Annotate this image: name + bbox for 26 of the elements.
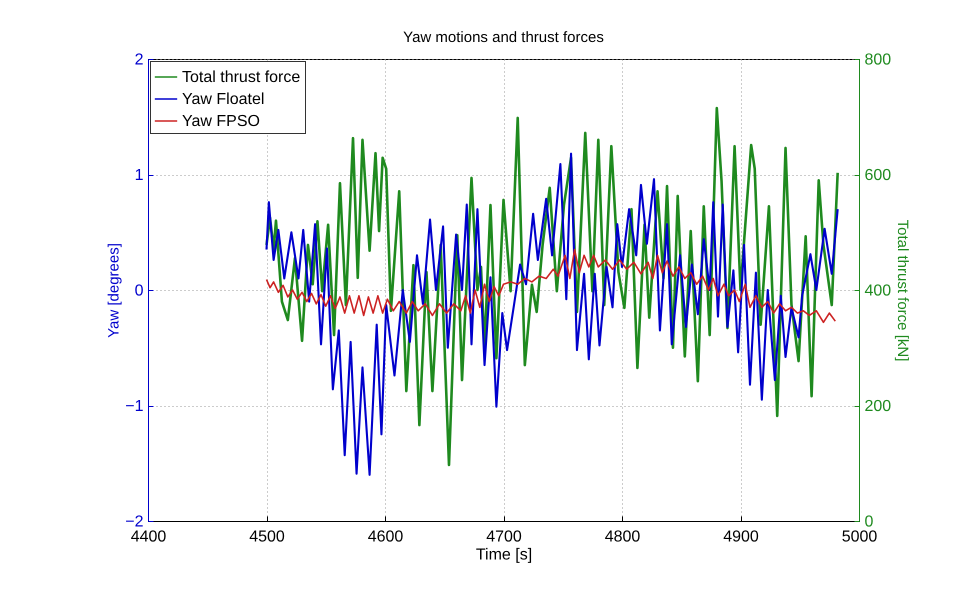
line-series bbox=[266, 248, 836, 324]
x-tick-label: 4900 bbox=[723, 528, 759, 546]
chart-title: Yaw motions and thrust forces bbox=[403, 29, 604, 46]
x-tick-label: 4600 bbox=[368, 528, 404, 546]
x-tick-label: 4500 bbox=[249, 528, 285, 546]
x-tick-label: 4800 bbox=[604, 528, 640, 546]
y-axis-title: Yaw [degrees] bbox=[105, 243, 122, 338]
y2-tick-label: 0 bbox=[864, 514, 874, 530]
y2-tick-label: 400 bbox=[864, 282, 892, 300]
legend-label: Yaw FPSO bbox=[182, 113, 260, 130]
x-tick-label: 5000 bbox=[842, 528, 878, 546]
x-axis-title: Time [s] bbox=[476, 546, 532, 564]
y2-axis-title: Total thrust force [kN] bbox=[894, 220, 912, 362]
y-tick-label: −2 bbox=[125, 514, 144, 530]
y2-tick-label: 200 bbox=[864, 398, 892, 415]
y-tick-label: 2 bbox=[134, 52, 144, 68]
x-tick-label: 4400 bbox=[130, 528, 166, 546]
y-tick-label: 0 bbox=[134, 282, 144, 300]
y2-tick-label: 600 bbox=[864, 167, 892, 184]
x-tick-label: 4700 bbox=[486, 528, 522, 546]
legend-label: Yaw Floatel bbox=[182, 91, 264, 108]
legend-label: Total thrust force bbox=[182, 69, 300, 86]
y2-tick-label: 800 bbox=[864, 52, 892, 68]
y-tick-label: −1 bbox=[125, 398, 144, 415]
line-series bbox=[265, 152, 839, 476]
y-tick-label: 1 bbox=[134, 167, 144, 184]
